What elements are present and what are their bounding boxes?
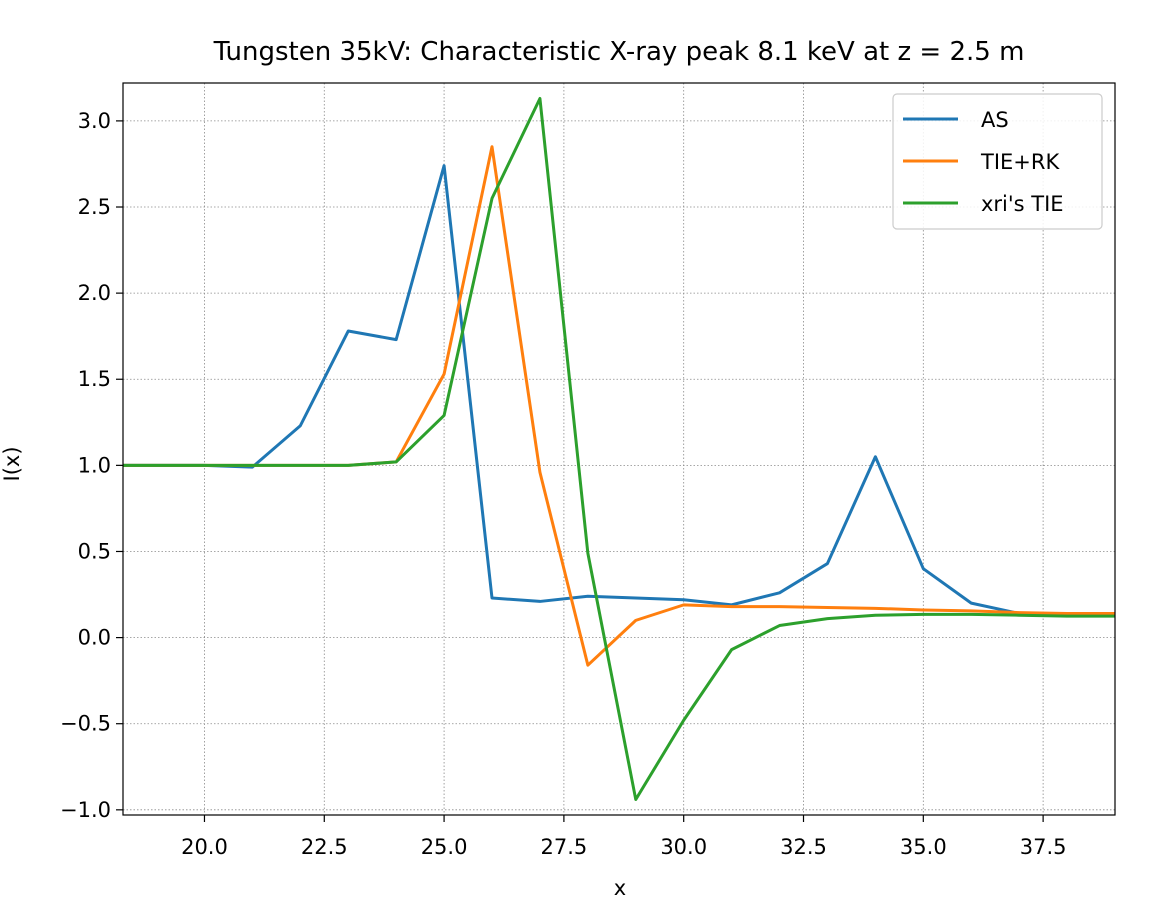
y-tick-label: 1.5: [78, 367, 111, 391]
series-lines: [123, 97, 1115, 801]
x-tick-label: 32.5: [780, 835, 827, 859]
x-axis-ticks: 20.0 22.5 25.0 27.5 30.0 32.5 35.0 37.5: [181, 815, 1066, 859]
series-line-0: [123, 164, 1115, 617]
y-tick-label: 0.0: [78, 626, 111, 650]
y-tick-label: 3.0: [78, 109, 111, 133]
legend-box: [892, 93, 1103, 230]
legend-label: xri's TIE: [981, 192, 1064, 216]
chart-title: Tungsten 35kV: Characteristic X-ray peak…: [213, 37, 1025, 67]
series-line-2: [123, 97, 1115, 801]
x-tick-label: 20.0: [181, 835, 228, 859]
y-tick-label: 2.0: [78, 281, 111, 305]
legend: AS TIE+RK xri's TIE: [892, 93, 1103, 230]
y-tick-label: 0.5: [78, 539, 111, 563]
y-tick-label: 1.0: [78, 453, 111, 477]
y-tick-label: −0.5: [60, 712, 111, 736]
y-axis-ticks: −1.0 −0.5 0.0 0.5 1.0 1.5 2.0 2.5 3.0: [60, 109, 123, 822]
x-tick-label: 35.0: [900, 835, 947, 859]
x-tick-label: 25.0: [421, 835, 468, 859]
x-axis-label: x: [614, 876, 626, 900]
x-tick-label: 37.5: [1020, 835, 1067, 859]
y-tick-label: −1.0: [60, 798, 111, 822]
x-tick-label: 27.5: [541, 835, 588, 859]
y-tick-label: 2.5: [78, 195, 111, 219]
plot-frame: [122, 82, 1116, 816]
legend-label: AS: [981, 108, 1009, 132]
x-tick-label: 30.0: [660, 835, 707, 859]
y-axis-label: I(x): [0, 446, 24, 481]
x-tick-label: 22.5: [301, 835, 348, 859]
legend-label: TIE+RK: [980, 150, 1060, 174]
